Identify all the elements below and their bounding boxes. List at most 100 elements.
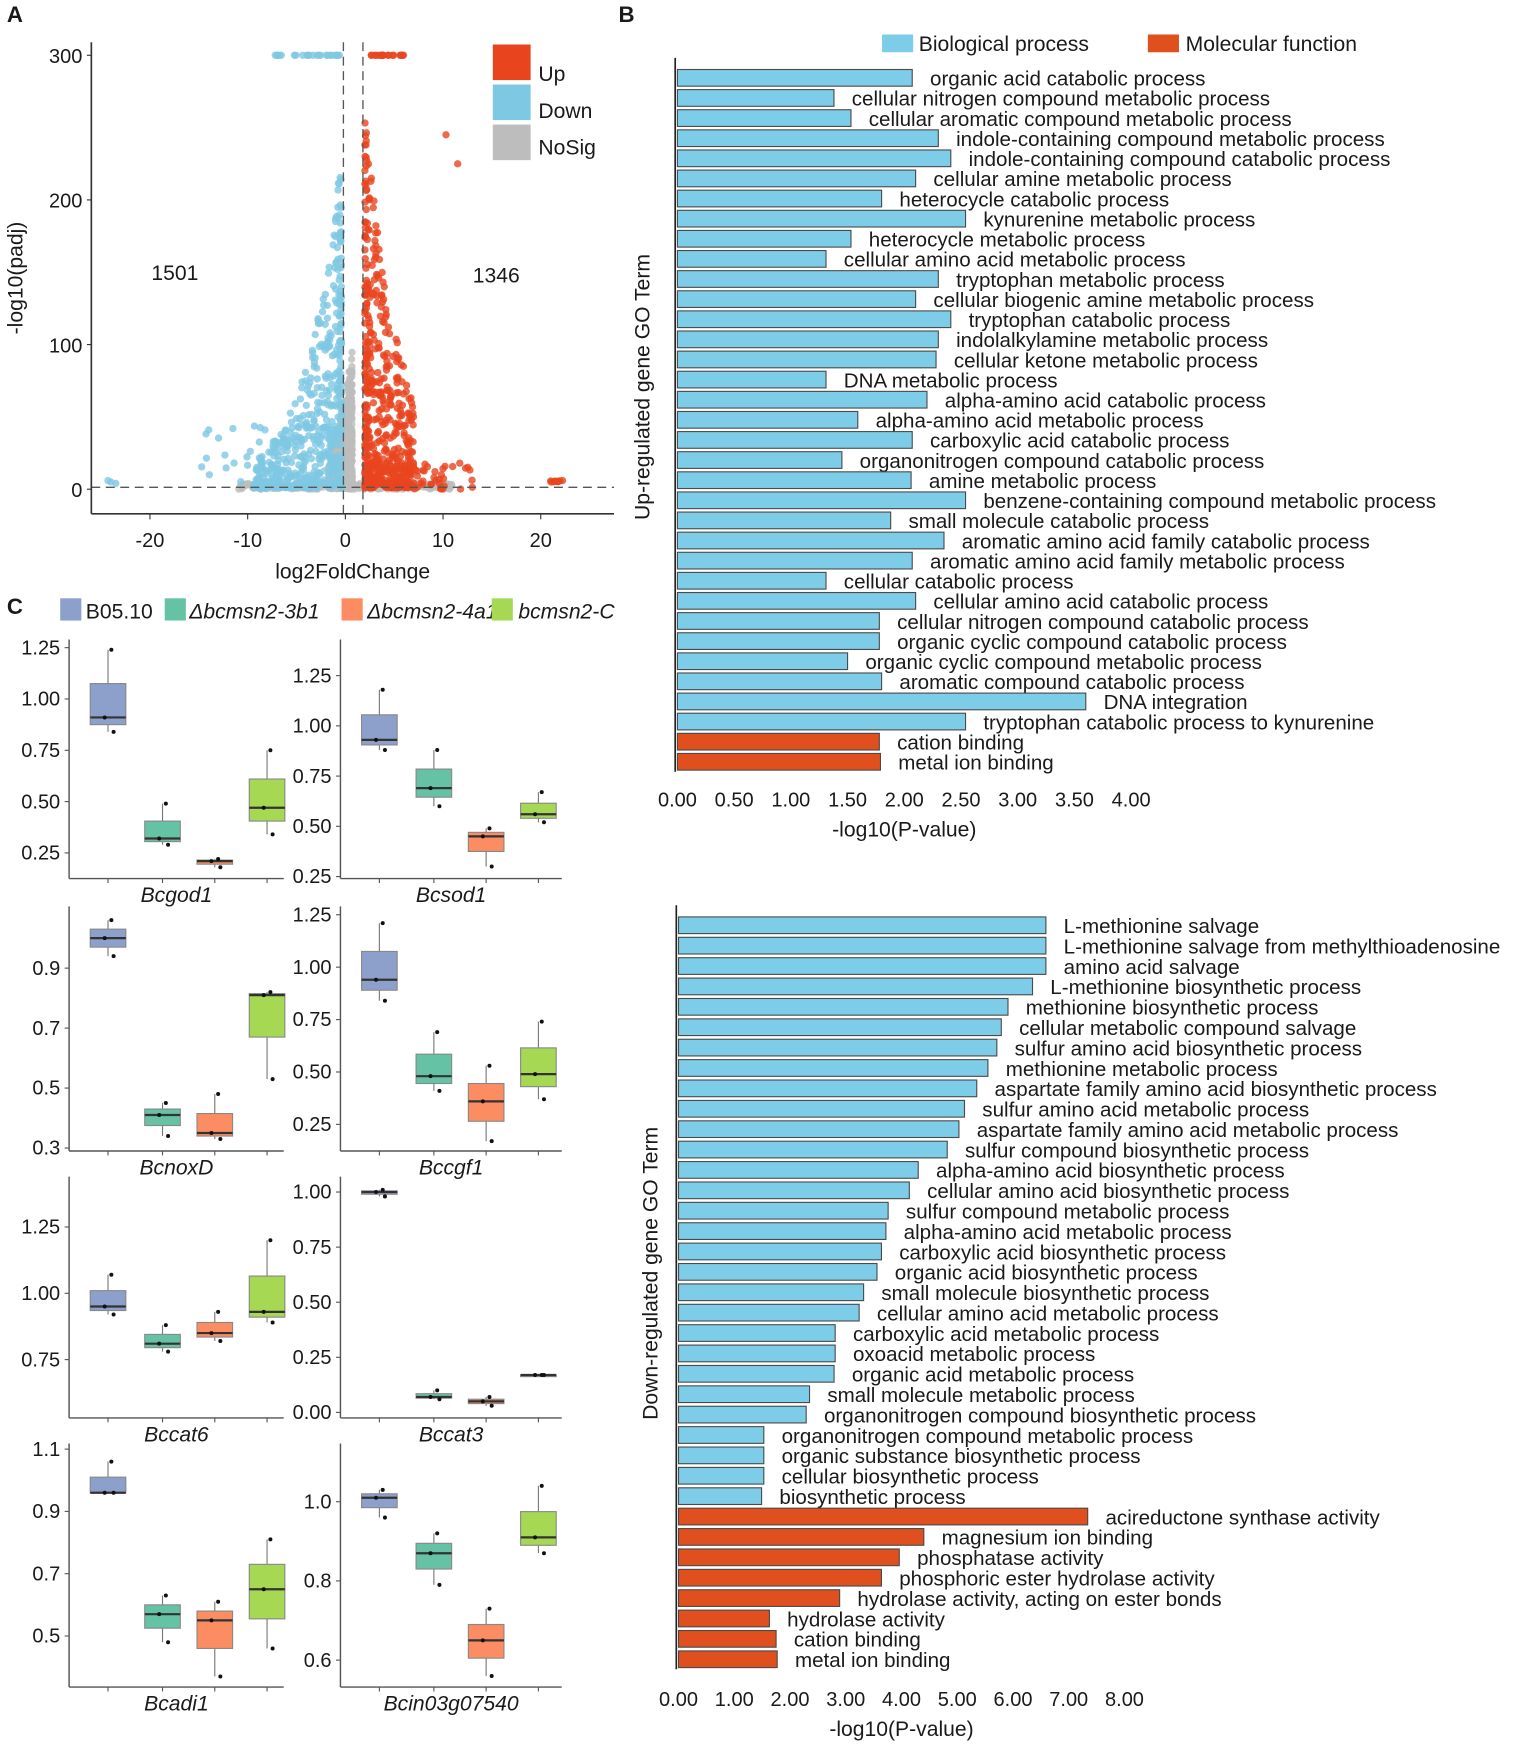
data-point (261, 993, 266, 998)
legend-label-up: Up (538, 63, 565, 86)
go-term-label: heterocycle metabolic process (869, 229, 1146, 252)
volcano-point-down (332, 385, 341, 393)
volcano-point-up (368, 368, 376, 377)
legend-swatch-nosig (492, 124, 531, 161)
y-tick-label: 0.00 (293, 1402, 332, 1424)
volcano-point-down (229, 424, 237, 433)
volcano-point-down (291, 472, 300, 480)
volcano-point-down (295, 461, 303, 469)
volcano-point-down (104, 476, 112, 485)
data-point (261, 805, 266, 810)
volcano-point-up (370, 390, 378, 399)
volcano-point-ns (345, 368, 353, 376)
volcano-point-up (363, 421, 371, 429)
volcano-point-down (265, 458, 273, 466)
volcano-point-down (313, 375, 321, 383)
x-tick-label: 1.50 (828, 789, 867, 811)
volcano-point-down (279, 466, 288, 474)
go-term-label: indole-containing compound metabolic pro… (956, 128, 1385, 151)
data-point (489, 1139, 494, 1144)
box (415, 768, 453, 798)
go-term-label: organonitrogen compound catabolic proces… (860, 450, 1265, 473)
go-term-label: cellular amino acid metabolic process (877, 1302, 1219, 1325)
y-tick-label: 1.0 (304, 1491, 332, 1513)
volcano-point-up (373, 299, 381, 307)
volcano-point-up (385, 362, 394, 370)
go-bar (676, 732, 880, 751)
data-point (268, 1238, 273, 1243)
go-bar (677, 1446, 765, 1465)
data-point (157, 1113, 162, 1118)
volcano-point-up (419, 480, 427, 489)
volcano-point-down (310, 359, 319, 367)
boxplot-bccat3: 0.00 0.25 0.50 0.75 1.00 Bccat3 (293, 1176, 562, 1446)
go-bar (677, 1222, 887, 1240)
volcano-point-down (310, 389, 318, 398)
volcano-point-up (388, 450, 396, 459)
volcano-point-down (302, 401, 310, 410)
legend-label-down: Down (538, 100, 592, 123)
data-point (533, 1072, 538, 1077)
volcano-point-up (363, 300, 371, 308)
go-bar (677, 1405, 807, 1424)
volcano-point-down (327, 380, 336, 388)
y-tick-label: 100 (49, 335, 82, 357)
volcano-point-down (320, 467, 329, 475)
y-tick-label: 0.50 (293, 1062, 332, 1084)
data-point (539, 1483, 544, 1488)
box (144, 820, 181, 843)
y-tick-label: 0.6 (304, 1650, 332, 1672)
go-term-label: organonitrogen compound metabolic proces… (782, 1425, 1194, 1448)
volcano-point-down (255, 438, 263, 446)
box (361, 1493, 398, 1509)
volcano-point-up (442, 131, 450, 139)
box (89, 1476, 127, 1494)
volcano-point-down (272, 448, 280, 457)
go-bar (677, 1324, 836, 1342)
volcano-point-up (439, 474, 448, 483)
go-bar (676, 511, 892, 530)
x-tick-label: 2.50 (942, 789, 981, 811)
volcano-point-up (378, 467, 386, 476)
data-point (209, 1131, 214, 1136)
volcano-point-down (237, 477, 245, 486)
box (415, 1542, 453, 1570)
box (248, 778, 286, 822)
data-point (216, 1599, 221, 1604)
data-point (268, 748, 273, 753)
data-point (270, 1646, 275, 1651)
data-point (480, 834, 485, 839)
go-bar (677, 1650, 778, 1669)
volcano-point-up (365, 337, 373, 346)
volcano-point-down (322, 344, 331, 352)
volcano-point-up (398, 447, 406, 456)
volcano-point-up (378, 51, 387, 59)
volcano-point-down (319, 424, 327, 432)
go-bar (677, 1487, 763, 1506)
go-bar (677, 1161, 919, 1179)
volcano-point-down (337, 363, 345, 371)
boxplot-bcgod1: 0.25 0.50 0.75 1.00 1.25 Bcgod1 (21, 637, 286, 907)
boxplot-panels: B05.10 Δbcmsn2-3b1 Δbcmsn2-4a1 bcmsn2-C 0.25… (21, 598, 615, 1715)
go-term-label: acireductone synthase activity (1105, 1506, 1380, 1529)
data-point (380, 687, 385, 692)
volcano-point-up (405, 395, 413, 403)
go-bar (676, 149, 952, 168)
go-term-label: alpha-amino acid metabolic process (876, 410, 1204, 433)
volcano-point-down (313, 384, 321, 392)
data-point (380, 1487, 385, 1492)
x-tick-label: 5.00 (938, 1689, 977, 1711)
go-bar (677, 1589, 841, 1607)
go-term-label: organic cyclic compound catabolic proces… (897, 631, 1287, 654)
go-bar (677, 1364, 835, 1383)
volcano-point-down (197, 463, 206, 471)
x-tick-label: 10 (432, 530, 454, 552)
volcano-point-up (392, 335, 400, 343)
volcano-point-down (330, 456, 338, 465)
volcano-point-down (324, 401, 332, 409)
x-tick-label: 1.00 (715, 1689, 754, 1711)
volcano-point-down (329, 471, 338, 479)
go-term-label: tryptophan catabolic process to kynureni… (983, 711, 1374, 734)
volcano-point-up (371, 51, 379, 59)
go-term-label: indolalkylamine metabolic process (956, 329, 1268, 352)
